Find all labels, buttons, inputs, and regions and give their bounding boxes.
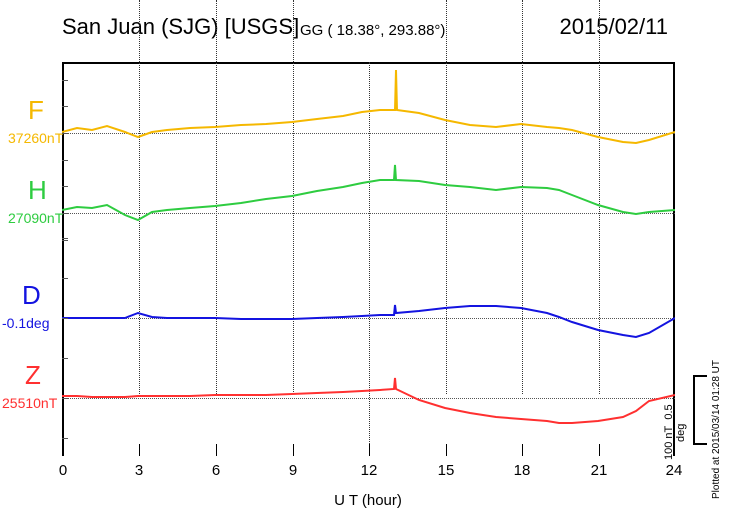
xtick-label-6: 6 — [212, 462, 220, 479]
date-label: 2015/02/11 — [560, 14, 668, 40]
magnetogram-chart: San Juan (SJG) [USGS] GG ( 18.38°, 293.8… — [0, 0, 730, 520]
xtick-label-3: 3 — [135, 462, 143, 479]
f-minor-tick-3 — [62, 133, 68, 134]
row-f-label: F — [28, 95, 44, 126]
scale-bar: 100 nT 0.5 deg — [675, 375, 715, 470]
row-d-value: -0.1deg — [2, 315, 49, 331]
scale-bar-bottom-cap — [693, 443, 707, 445]
z-minor-tick-1 — [62, 358, 68, 359]
station-title: San Juan (SJG) [USGS] — [62, 14, 299, 40]
row-f-curve — [62, 70, 675, 160]
row-f-value: 37260nT — [8, 130, 63, 146]
x-axis-title: U T (hour) — [334, 492, 402, 509]
f-minor-tick-2 — [62, 106, 68, 107]
f-minor-tick-1 — [62, 80, 68, 81]
z-minor-tick-2 — [62, 398, 68, 399]
plotted-at-label: Plotted at 2015/03/14 01:28 UT — [711, 360, 722, 499]
h-minor-tick-3 — [62, 213, 68, 214]
d-minor-tick-3 — [62, 318, 68, 319]
h-minor-tick-1 — [62, 160, 68, 161]
row-z-label: Z — [25, 360, 41, 391]
row-h-value: 27090nT — [8, 210, 63, 226]
row-h-label: H — [28, 175, 47, 206]
row-z-value: 25510nT — [2, 395, 57, 411]
scale-bar-top-cap — [693, 375, 707, 377]
row-h-curve — [62, 150, 675, 240]
scale-bar-vertical — [693, 375, 695, 445]
coords-label: GG ( 18.38°, 293.88°) — [300, 22, 445, 39]
d-minor-tick-1 — [62, 238, 68, 239]
h-minor-tick-4 — [62, 240, 68, 241]
xtick-label-21: 21 — [591, 462, 608, 479]
xtick-label-18: 18 — [514, 462, 531, 479]
d-minor-tick-2 — [62, 278, 68, 279]
xtick-label-15: 15 — [438, 462, 455, 479]
z-minor-tick-3 — [62, 438, 68, 439]
row-z-curve — [62, 373, 675, 463]
row-d-curve — [62, 295, 675, 365]
xtick-label-12: 12 — [361, 462, 378, 479]
xtick-label-0: 0 — [59, 462, 67, 479]
scale-bar-label: 100 nT 0.5 deg — [663, 395, 683, 470]
h-minor-tick-2 — [62, 186, 68, 187]
xtick-label-9: 9 — [289, 462, 297, 479]
row-d-label: D — [22, 280, 41, 311]
